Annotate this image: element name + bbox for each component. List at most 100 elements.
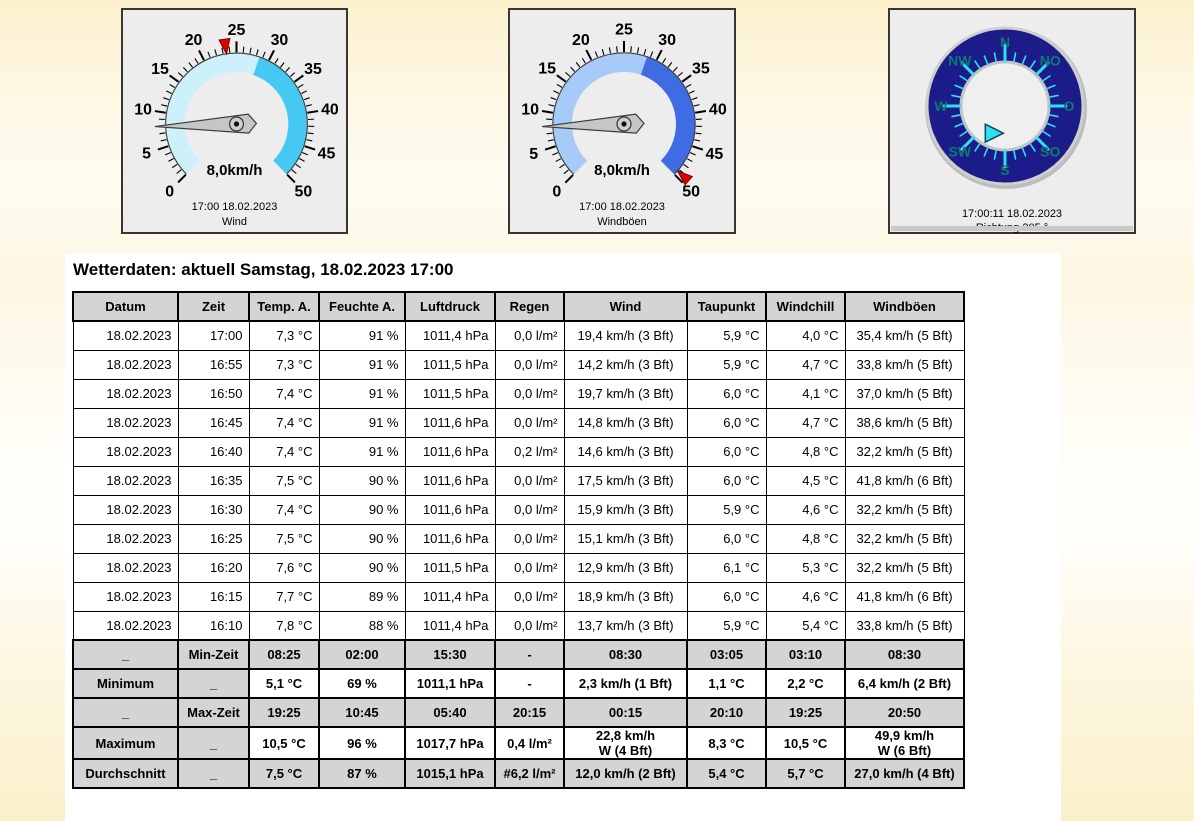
table-cell: 7,5 °C: [248, 523, 320, 554]
table-cell: 33,8 km/h (5 Bft): [844, 349, 965, 380]
summary-cell: -: [494, 668, 565, 699]
table-cell: 32,2 km/h (5 Bft): [844, 494, 965, 525]
svg-text:0: 0: [552, 184, 561, 201]
table-cell: 88 %: [318, 610, 406, 641]
table-cell: 12,9 km/h (3 Bft): [563, 552, 688, 583]
table-cell: 0,0 l/m²: [494, 349, 565, 380]
summary-cell: 05:40: [404, 697, 496, 728]
table-cell: 4,1 °C: [765, 378, 846, 409]
table-cell: 91 %: [318, 320, 406, 351]
summary-cell: 20:15: [494, 697, 565, 728]
summary-cell: 69 %: [318, 668, 406, 699]
svg-text:15: 15: [151, 61, 169, 78]
summary-cell: 10:45: [318, 697, 406, 728]
summary-row: Maximum _ 10,5 °C 96 % 1017,7 hPa 0,4 l/m² 22,…: [72, 726, 965, 760]
table-cell: 6,0 °C: [686, 465, 767, 496]
svg-text:45: 45: [705, 146, 723, 163]
table-cell: 4,0 °C: [765, 320, 846, 351]
summary-cell: 2,3 km/h (1 Bft): [563, 668, 688, 699]
table-cell: 1011,4 hPa: [404, 610, 496, 641]
table-cell: 18.02.2023: [72, 552, 179, 583]
summary-cell: 03:05: [686, 639, 767, 670]
cardinal-label: NO: [1040, 53, 1061, 69]
summary-cell: 96 %: [318, 726, 406, 760]
column-header: Windböen: [844, 291, 965, 322]
table-cell: 18,9 km/h (3 Bft): [563, 581, 688, 612]
table-cell: 1011,6 hPa: [404, 523, 496, 554]
table-cell: 18.02.2023: [72, 494, 179, 525]
peak-marker: [218, 37, 231, 56]
wind-direction-marker: [984, 122, 1005, 144]
summary-cell: Maximum: [72, 726, 179, 760]
table-cell: 19,7 km/h (3 Bft): [563, 378, 688, 409]
table-cell: 7,6 °C: [248, 552, 320, 583]
summary-cell: _: [177, 668, 250, 699]
table-cell: 1011,6 hPa: [404, 407, 496, 438]
summary-cell: 20:10: [686, 697, 767, 728]
cardinal-label: NW: [948, 53, 972, 69]
page-title: Wetterdaten: aktuell Samstag, 18.02.2023…: [73, 260, 454, 279]
table-cell: 90 %: [318, 465, 406, 496]
table-cell: 16:25: [177, 523, 250, 554]
summary-cell: -: [494, 639, 565, 670]
svg-text:25: 25: [615, 22, 633, 39]
table-cell: 0,0 l/m²: [494, 494, 565, 525]
table-cell: 16:50: [177, 378, 250, 409]
table-cell: 18.02.2023: [72, 349, 179, 380]
table-cell: 32,2 km/h (5 Bft): [844, 523, 965, 554]
table-cell: 41,8 km/h (6 Bft): [844, 581, 965, 612]
summary-cell: 49,9 km/h W (6 Bft): [844, 726, 965, 760]
table-cell: 14,6 km/h (3 Bft): [563, 436, 688, 467]
summary-cell: 6,4 km/h (2 Bft): [844, 668, 965, 699]
table-cell: 18.02.2023: [72, 407, 179, 438]
gusts-gauge-label: Windböen: [597, 216, 647, 228]
table-cell: 4,6 °C: [765, 581, 846, 612]
table-cell: 0,0 l/m²: [494, 320, 565, 351]
table-cell: 0,2 l/m²: [494, 436, 565, 467]
cardinal-label: O: [1064, 98, 1075, 114]
table-header-row: Datum Zeit Temp. A. Feuchte A. Luftdruck Rege…: [72, 291, 965, 322]
cardinal-label: S: [1000, 162, 1009, 178]
table-cell: 90 %: [318, 552, 406, 583]
summary-row: _ Max-Zeit 19:25 10:45 05:40 20:15 00:15 20:10 1…: [72, 697, 965, 728]
table-cell: 5,3 °C: [765, 552, 846, 583]
column-header: Temp. A.: [248, 291, 320, 322]
summary-cell: Durchschnitt: [72, 758, 179, 789]
summary-cell: 08:25: [248, 639, 320, 670]
table-cell: 14,8 km/h (3 Bft): [563, 407, 688, 438]
table-cell: 1011,6 hPa: [404, 436, 496, 467]
direction-datetime: 17:00:11 18.02.2023: [961, 208, 1063, 220]
table-cell: 90 %: [318, 494, 406, 525]
summary-cell: _: [72, 697, 179, 728]
table-cell: 1011,5 hPa: [404, 552, 496, 583]
table-cell: 1011,5 hPa: [404, 349, 496, 380]
table-cell: 14,2 km/h (3 Bft): [563, 349, 688, 380]
cardinal-label: SO: [1040, 143, 1060, 159]
table-cell: 18.02.2023: [72, 581, 179, 612]
table-cell: 32,2 km/h (5 Bft): [844, 436, 965, 467]
table-row: 18.02.2023 16:30 7,4 °C 90 % 1011,6 hPa 0,0 l…: [72, 494, 965, 525]
table-row: 18.02.2023 16:35 7,5 °C 90 % 1011,6 hPa 0,0 l…: [72, 465, 965, 496]
table-cell: 4,5 °C: [765, 465, 846, 496]
table-cell: 5,9 °C: [686, 610, 767, 641]
table-cell: 19,4 km/h (3 Bft): [563, 320, 688, 351]
table-cell: 41,8 km/h (6 Bft): [844, 465, 965, 496]
svg-text:5: 5: [529, 146, 538, 163]
table-cell: 7,4 °C: [248, 494, 320, 525]
summary-cell: _: [72, 639, 179, 670]
summary-cell: 08:30: [844, 639, 965, 670]
peak-marker: [676, 169, 694, 186]
column-header: Datum: [72, 291, 179, 322]
table-cell: 89 %: [318, 581, 406, 612]
summary-row: _ Min-Zeit 08:25 02:00 15:30-08:30 03:05 03:10…: [72, 639, 965, 670]
column-header: Luftdruck: [404, 291, 496, 322]
summary-row: Minimum _ 5,1 °C 69 % 1011,1 hPa -2,3 km/h (1…: [72, 668, 965, 699]
table-row: 18.02.2023 16:55 7,3 °C 91 % 1011,5 hPa 0,0 l…: [72, 349, 965, 380]
wind-gauge-panel: 0 5 10 15 20 25 30 35 40 45 50 8,0km/h 17:00 18.02…: [121, 8, 348, 234]
summary-cell: _: [177, 726, 250, 760]
table-row: 18.02.2023 16:40 7,4 °C 91 % 1011,6 hPa 0,2 l…: [72, 436, 965, 467]
table-cell: 1011,6 hPa: [404, 465, 496, 496]
summary-cell: 08:30: [563, 639, 688, 670]
column-header: Feuchte A.: [318, 291, 406, 322]
